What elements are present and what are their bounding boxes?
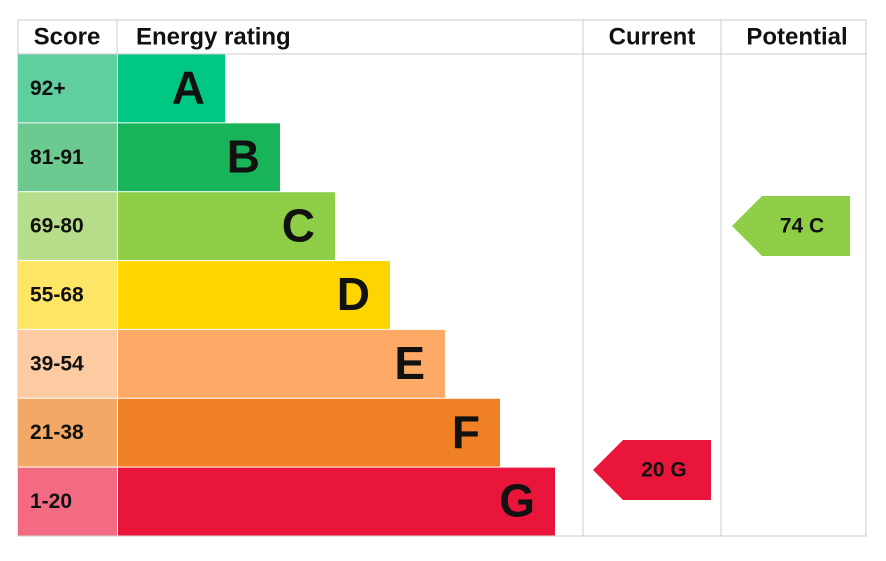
potential-arrow	[732, 196, 850, 256]
score-cell	[18, 467, 117, 536]
potential-label: 74 C	[780, 215, 824, 238]
rating-letter: D	[337, 268, 370, 320]
score-label: 21-38	[30, 421, 84, 444]
rating-letter: G	[499, 475, 535, 527]
score-cell	[18, 398, 117, 467]
score-cell	[18, 54, 117, 123]
score-label: 55-68	[30, 284, 84, 307]
rating-letter: C	[282, 199, 315, 251]
current-label: 20 G	[641, 459, 687, 482]
rating-bar	[118, 54, 225, 123]
header-energy-rating: Energy rating	[136, 23, 291, 50]
header-score: Score	[34, 23, 101, 50]
score-cell	[18, 192, 117, 261]
rating-bar	[118, 123, 280, 192]
rating-bar	[118, 261, 390, 329]
rating-bar	[118, 192, 335, 261]
rating-letter: B	[227, 130, 260, 182]
rating-letter: A	[172, 62, 205, 114]
score-cell	[18, 123, 117, 192]
rating-bar	[118, 398, 500, 467]
score-label: 39-54	[30, 352, 84, 375]
score-label: 69-80	[30, 215, 84, 238]
header-potential: Potential	[746, 23, 847, 50]
rating-bar	[118, 467, 555, 536]
score-label: 92+	[30, 77, 66, 100]
rating-bar	[118, 329, 445, 398]
rating-letter: F	[452, 406, 480, 458]
score-label: 81-91	[30, 146, 84, 169]
current-arrow	[593, 440, 711, 500]
rating-letter: E	[394, 337, 425, 389]
score-cell	[18, 261, 117, 329]
header-current: Current	[609, 23, 696, 50]
score-label: 1-20	[30, 490, 72, 513]
score-cell	[18, 329, 117, 398]
